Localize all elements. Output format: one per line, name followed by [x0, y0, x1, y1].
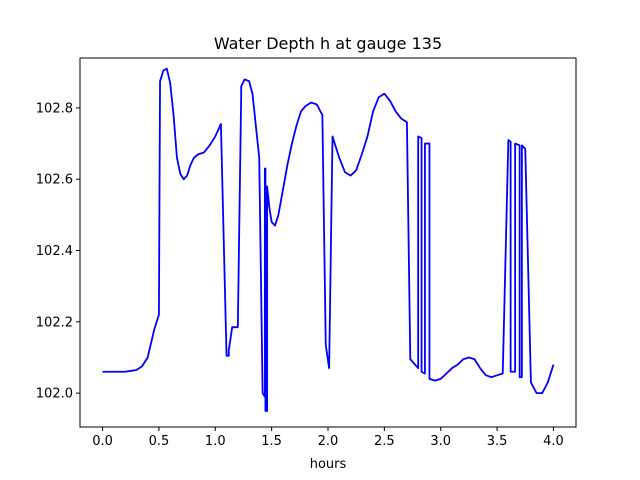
y-tick-label: 102.6	[36, 173, 73, 188]
x-tick-label: 1.5	[261, 434, 282, 449]
plot-area	[102, 67, 555, 412]
x-tick-label: 3.5	[487, 434, 508, 449]
y-tick-label: 102.0	[36, 387, 73, 402]
x-tick-label: 1.0	[205, 434, 226, 449]
x-tick-label: 4.0	[543, 434, 564, 449]
chart-title: Water Depth h at gauge 135	[214, 34, 442, 53]
x-axis-label: hours	[310, 457, 347, 472]
x-tick-label: 2.0	[318, 434, 339, 449]
x-tick-label: 0.5	[149, 434, 170, 449]
y-tick-label: 102.8	[36, 101, 73, 116]
series-line-0	[102, 67, 555, 412]
axes-frame	[79, 57, 577, 428]
x-tick-label: 2.5	[374, 434, 395, 449]
x-tick-label: 3.0	[430, 434, 451, 449]
y-tick-label: 102.4	[36, 244, 73, 259]
axis-ticks: 0.0 0.5 1.0 1.5 2.0 2.5 3.0 3.5 4.0 102.0 102.2 102…	[36, 101, 564, 449]
y-tick-label: 102.2	[36, 315, 73, 330]
x-tick-label: 0.0	[92, 434, 113, 449]
